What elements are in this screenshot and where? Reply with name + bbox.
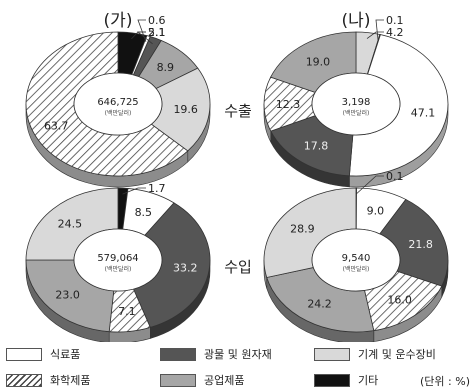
leader-line [137, 19, 147, 42]
row-label-import: 수입 [224, 258, 252, 276]
legend-label: 기계 및 운수장비 [358, 348, 436, 361]
legend-item-공업제품: 공업제품 [160, 372, 244, 388]
legend-item-기타: 기타 [314, 372, 378, 388]
data-label: 8.9 [157, 61, 175, 74]
data-label: 1.7 [148, 182, 166, 195]
legend-label: 광물 및 원자재 [204, 348, 272, 361]
donut-charts: (가) (나)수출수입646,725(백만달러)5.10.62.18.919.66… [25, 11, 449, 344]
donut-2: 579,064(백만달러) 1.7 8.5 33.2 7.1 23.0 24.5 [25, 182, 211, 344]
total-unit: (백만달러) [343, 109, 370, 117]
data-label: 17.8 [304, 140, 329, 153]
donut-hole [311, 228, 401, 292]
data-label: 24.5 [58, 218, 83, 231]
data-label: 2.1 [148, 26, 166, 39]
data-label: 4.2 [386, 26, 404, 39]
data-label: 19.6 [173, 103, 198, 116]
legend-label: 화학제품 [50, 374, 91, 387]
data-label: 0.6 [148, 14, 166, 27]
data-label: 24.2 [307, 297, 332, 310]
total-unit: (백만달러) [105, 265, 132, 273]
total-unit: (백만달러) [343, 265, 370, 273]
donut-3: 9,540(백만달러) 0.1 9.0 21.8 16.0 24.2 28.9 [263, 170, 449, 344]
legend-swatch [6, 347, 42, 361]
total-value: 9,540 [342, 253, 371, 264]
data-label: 12.3 [276, 98, 301, 111]
legend-swatch [314, 347, 350, 361]
legend-swatch [160, 373, 196, 387]
leader-line [355, 175, 384, 195]
legend-label: 기타 [358, 374, 379, 387]
unit-note: (단위 : %) [420, 375, 470, 388]
data-label: 21.8 [408, 238, 433, 251]
legend-item-화학제품: 화학제품 [6, 372, 90, 388]
legend-item-광물-및-원자재: 광물 및 원자재 [160, 346, 272, 362]
row-label-export: 수출 [224, 102, 252, 120]
legend-label: 식료품 [50, 348, 81, 361]
donut-hole [73, 72, 163, 136]
data-label: 63.7 [44, 119, 69, 132]
leader-line [366, 31, 384, 39]
legend-item-기계-및-운수장비: 기계 및 운수장비 [314, 346, 436, 362]
total-value: 3,198 [342, 97, 371, 108]
leader-line [122, 187, 146, 195]
donut-1: 3,198(백만달러)4.20.147.117.812.319.0 [263, 14, 449, 188]
data-label: 8.5 [135, 206, 153, 219]
data-label: 9.0 [367, 205, 385, 218]
total-value: 646,725 [97, 97, 138, 108]
total-unit: (백만달러) [105, 109, 132, 117]
legend-swatch [314, 373, 350, 387]
data-label: 5.1 [148, 26, 166, 39]
data-label: 28.9 [290, 222, 315, 235]
donut-0: 646,725(백만달러) 5.10.62.1 8.9 19.6 63.7 [25, 14, 211, 188]
data-label: 33.2 [173, 262, 198, 275]
data-label: 23.0 [55, 289, 80, 302]
data-label: 19.0 [306, 55, 331, 68]
legend-swatch [160, 347, 196, 361]
data-label: 47.1 [411, 107, 436, 120]
column-title-나: (나) [342, 11, 371, 31]
data-label: 0.1 [386, 14, 404, 27]
data-label: 7.1 [118, 305, 136, 318]
data-label: 0.1 [386, 170, 404, 183]
donut-hole [73, 228, 163, 292]
legend-item-식료품: 식료품 [6, 346, 80, 362]
legend-label: 공업제품 [204, 374, 245, 387]
legend-swatch [6, 373, 42, 387]
leader-line [136, 31, 153, 45]
data-label: 16.0 [387, 293, 412, 306]
column-title-가: (가) [104, 11, 133, 31]
total-value: 579,064 [97, 253, 138, 264]
leader-line [375, 19, 384, 41]
donut-hole [311, 72, 401, 136]
